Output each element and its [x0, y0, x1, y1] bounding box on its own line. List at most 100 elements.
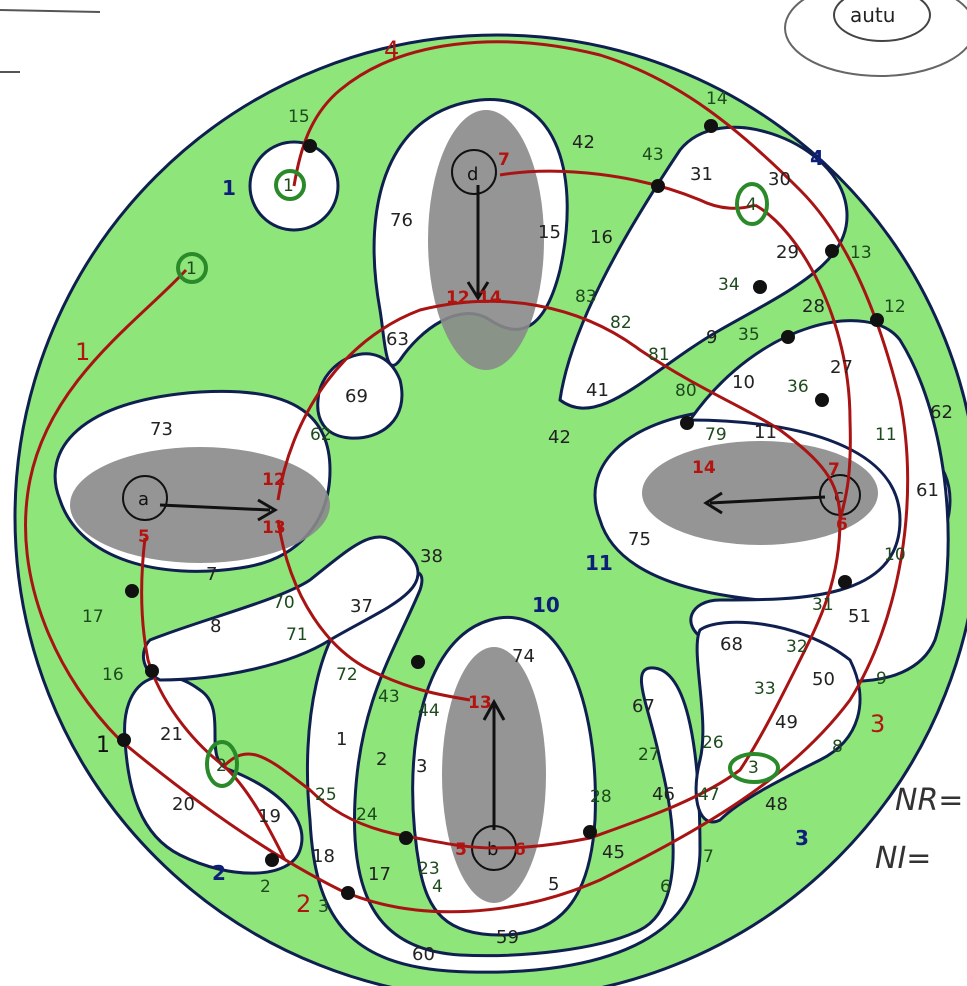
num-17: 17	[82, 607, 104, 627]
arrow-d-head	[466, 281, 490, 301]
num-32: 32	[786, 637, 808, 657]
red-small-14a: 14	[692, 458, 716, 478]
red-small-7a: 7	[828, 460, 840, 480]
region-42a: 42	[572, 132, 595, 153]
arrow-b-head	[482, 698, 506, 721]
num-11: 11	[875, 425, 897, 445]
dot	[125, 584, 139, 598]
dot	[753, 280, 767, 294]
region-38: 38	[420, 546, 443, 567]
red-small-14b: 14	[478, 288, 502, 308]
red-big-2: 2	[296, 890, 311, 918]
num-15: 15	[288, 107, 310, 127]
dot	[399, 831, 413, 845]
red-small-5a: 5	[138, 527, 150, 547]
ring-label-2: 2	[216, 756, 227, 776]
shade-c	[642, 441, 878, 545]
dot	[303, 139, 317, 153]
red-small-6b: 6	[836, 515, 848, 535]
num-43b: 43	[378, 687, 400, 707]
puncture-label-d: d	[467, 164, 478, 185]
dot	[651, 179, 665, 193]
num-43: 43	[642, 145, 664, 165]
num-31: 31	[812, 595, 834, 615]
region-27: 27	[830, 357, 853, 378]
dot	[825, 244, 839, 258]
num-23: 23	[418, 859, 440, 879]
dot	[815, 393, 829, 407]
region-74: 74	[512, 646, 535, 667]
num-14: 14	[706, 89, 728, 109]
region-3: 3	[416, 756, 427, 777]
num-81: 81	[648, 345, 670, 365]
dot	[704, 119, 718, 133]
dot	[145, 664, 159, 678]
dot	[117, 733, 131, 747]
dot	[680, 416, 694, 430]
region-31: 31	[690, 164, 713, 185]
red-small-12b: 12	[446, 288, 470, 308]
puncture-a-circle	[122, 475, 168, 521]
dot	[838, 575, 852, 589]
blue-label-1: 1	[222, 176, 236, 200]
annotation-outer-ellipse	[784, 0, 967, 77]
region-59: 59	[496, 927, 519, 948]
region-69: 69	[345, 386, 368, 407]
arrow-a	[159, 503, 271, 512]
red-small-5b: 5	[455, 840, 467, 860]
red-small-6a: 6	[514, 840, 526, 860]
punctures	[122, 149, 861, 871]
num-72: 72	[336, 665, 358, 685]
region-60: 60	[412, 944, 435, 965]
region-63: 63	[386, 329, 409, 350]
red-top-branch	[499, 169, 756, 210]
region-11: 11	[754, 422, 777, 443]
num-79: 79	[705, 425, 727, 445]
arrow-a-head	[257, 498, 278, 522]
nr-text: NR=	[895, 783, 963, 818]
region-16: 16	[590, 227, 613, 248]
region-73: 73	[150, 419, 173, 440]
region-76: 76	[390, 210, 413, 231]
num-71: 71	[286, 625, 308, 645]
num-12: 12	[884, 297, 906, 317]
region-67: 67	[632, 696, 655, 717]
region-45: 45	[602, 842, 625, 863]
region-42b: 42	[548, 427, 571, 448]
region-49: 49	[775, 712, 798, 733]
region-51: 51	[848, 606, 871, 627]
region-29: 29	[776, 242, 799, 263]
num-4: 4	[432, 877, 443, 897]
arrow-c	[709, 495, 826, 505]
region-61: 61	[916, 480, 939, 501]
num-36: 36	[787, 377, 809, 397]
num-80: 80	[675, 381, 697, 401]
puncture-label-c: c	[834, 486, 844, 507]
shaded-ellipses	[70, 110, 878, 903]
region-68: 68	[720, 634, 743, 655]
red-right-branch	[754, 203, 852, 521]
dot	[411, 655, 425, 669]
region-62: 62	[930, 402, 953, 423]
region-7: 7	[206, 564, 217, 585]
blue-label-3: 3	[795, 826, 809, 850]
region-lower-mid	[305, 570, 702, 974]
num-13: 13	[850, 243, 872, 263]
region-41: 41	[586, 380, 609, 401]
green-ring-1b	[176, 252, 208, 284]
region-8: 8	[210, 616, 221, 637]
region-46: 46	[652, 784, 675, 805]
red-big-4: 4	[384, 36, 399, 64]
num-82: 82	[610, 313, 632, 333]
red-lower-left-branch	[140, 537, 287, 861]
ring-label-3: 3	[748, 758, 759, 778]
red-big-1: 1	[75, 338, 90, 366]
num-26: 26	[702, 733, 724, 753]
green-ring-1	[274, 169, 306, 201]
num-35: 35	[738, 325, 760, 345]
region-19: 19	[258, 806, 281, 827]
num-47: 47	[698, 785, 720, 805]
region-18: 18	[312, 846, 335, 867]
red-small-12a: 12	[262, 470, 286, 490]
